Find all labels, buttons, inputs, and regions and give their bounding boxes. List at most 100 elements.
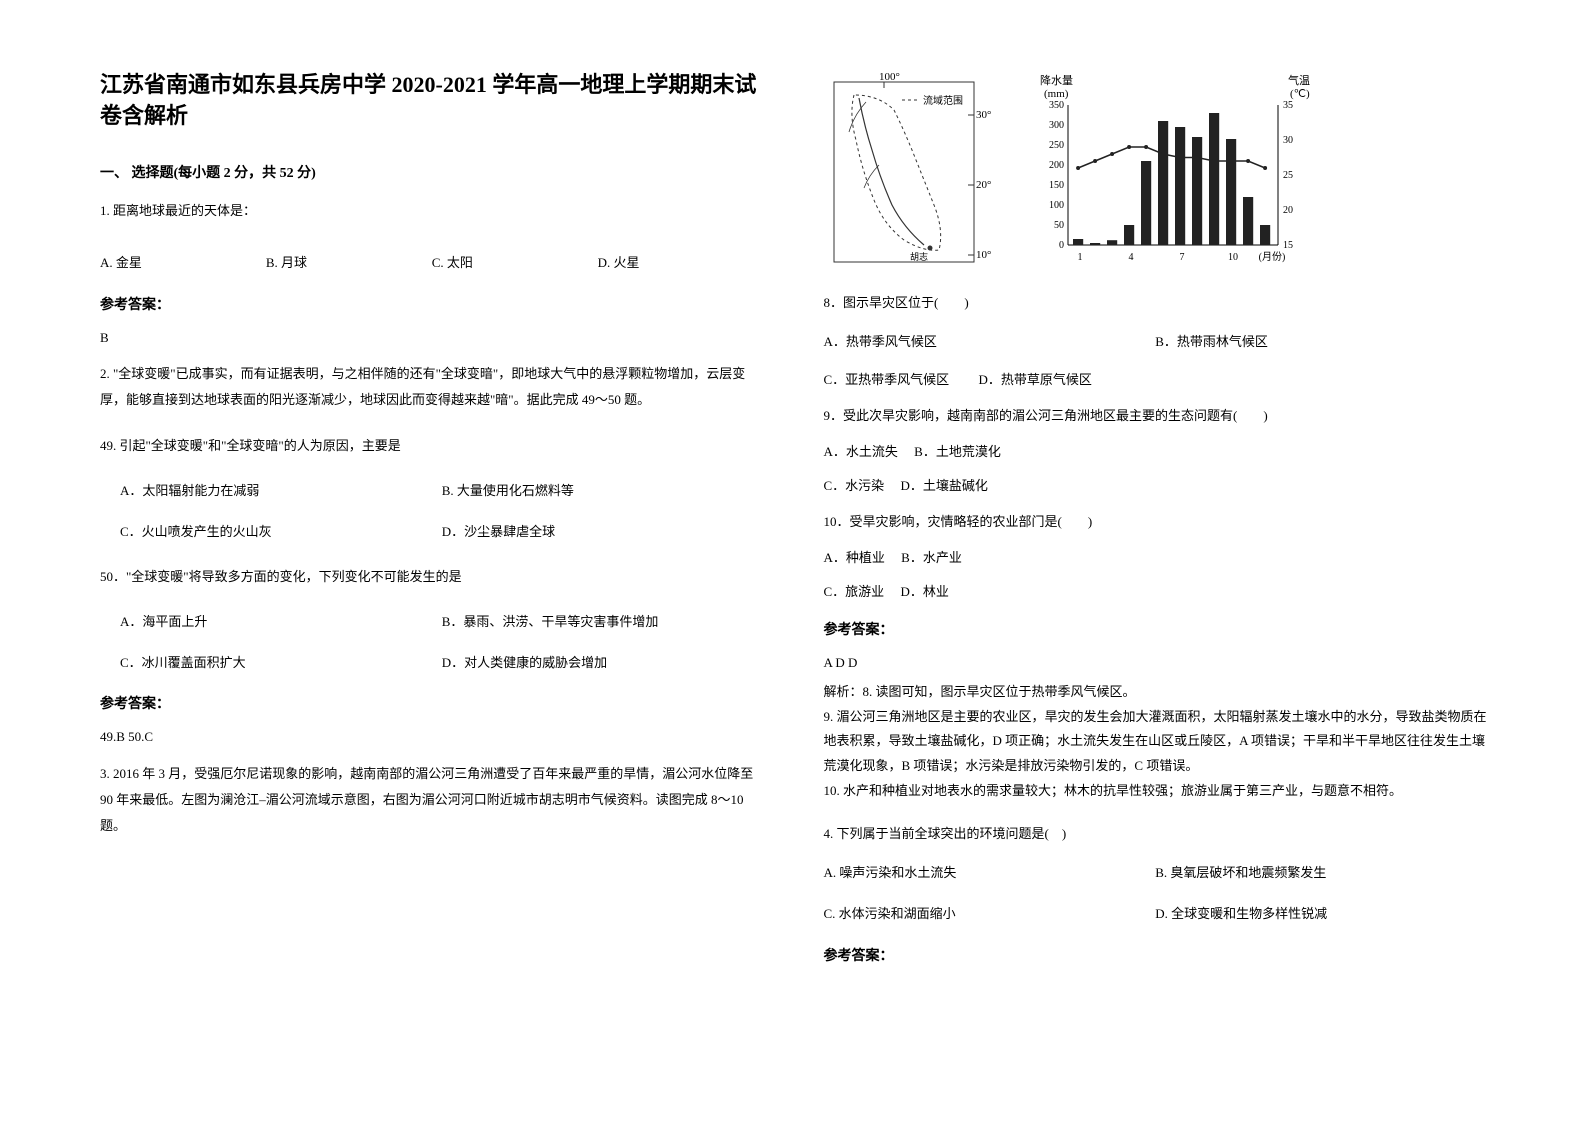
- q10-ab: A．种植业 B．水产业: [824, 545, 1488, 571]
- svg-text:100: 100: [1049, 200, 1064, 211]
- q3-intro: 3. 2016 年 3 月，受强厄尔尼诺现象的影响，越南南部的湄公河三角洲遭受了…: [100, 761, 764, 839]
- svg-text:35: 35: [1283, 100, 1293, 111]
- svg-text:350: 350: [1049, 100, 1064, 111]
- svg-text:(℃): (℃): [1290, 88, 1310, 100]
- temp-line: [1078, 147, 1265, 168]
- precip-label: 降水量: [1040, 73, 1073, 87]
- q50-c: C．冰川覆盖面积扩大: [120, 649, 442, 678]
- q49-stem: 49. 引起"全球变暖"和"全球变暗"的人为原因，主要是: [100, 433, 764, 459]
- q9-c: C．水污染: [824, 478, 885, 493]
- q4-a: A. 噪声污染和水土流失: [824, 859, 1156, 888]
- q49-opts-cd: C．火山喷发产生的火山灰 D．沙尘暴肆虐全球: [100, 518, 764, 547]
- q9-cd: C．水污染 D．土壤盐碱化: [824, 473, 1488, 499]
- x-ticks: 1 4 7 10 (月份): [1077, 251, 1285, 263]
- q9-a: A．水土流失: [824, 444, 898, 459]
- q50-opts-cd: C．冰川覆盖面积扩大 D．对人类健康的威胁会增加: [100, 649, 764, 678]
- map-lat20: 20°: [976, 179, 991, 191]
- basin-outline: [851, 95, 940, 250]
- climate-chart: 降水量 (mm) 气温 (℃) 50 100 150 200 250 300 3…: [1018, 70, 1328, 270]
- svg-text:300: 300: [1049, 120, 1064, 131]
- map-lat10: 10°: [976, 249, 991, 261]
- q9-ab: A．水土流失 B．土地荒漠化: [824, 439, 1488, 465]
- map-figure: 100° 30° 20° 10° 流域范围 胡志 胡志明市: [824, 70, 994, 270]
- city-dot: [927, 246, 932, 251]
- q4-cd: C. 水体污染和湖面缩小 D. 全球变暖和生物多样性锐减: [824, 900, 1488, 929]
- q10-b: B．水产业: [901, 550, 962, 565]
- q3-answer-label: 参考答案：: [824, 619, 1488, 639]
- precip-bars: [1073, 113, 1270, 245]
- q4-stem: 4. 下列属于当前全球突出的环境问题是( ): [824, 821, 1488, 847]
- q10-d: D．林业: [900, 584, 948, 599]
- temp-label: 气温: [1288, 73, 1310, 87]
- q9-d: D．土壤盐碱化: [900, 478, 987, 493]
- section-heading: 一、 选择题(每小题 2 分，共 52 分): [100, 162, 764, 182]
- svg-text:15: 15: [1283, 240, 1293, 251]
- q50-d: D．对人类健康的威胁会增加: [442, 649, 764, 678]
- q8-ab: A．热带季风气候区 B．热带雨林气候区: [824, 328, 1488, 357]
- q50-stem: 50．"全球变暖"将导致多方面的变化，下列变化不可能发生的是: [100, 564, 764, 590]
- q9-b: B．土地荒漠化: [914, 444, 1001, 459]
- basin-legend: 流域范围: [923, 94, 963, 107]
- q2-answer-label: 参考答案：: [100, 693, 764, 713]
- svg-text:250: 250: [1049, 140, 1064, 151]
- q1-opt-a: A. 金星: [100, 250, 266, 276]
- q4-b: B. 臭氧层破坏和地震频繁发生: [1155, 859, 1487, 888]
- q8-b: B．热带雨林气候区: [1155, 328, 1487, 357]
- svg-text:7: 7: [1179, 252, 1184, 263]
- q1-answer-label: 参考答案：: [100, 294, 764, 314]
- q49-opts-ab: A．太阳辐射能力在减弱 B. 大量使用化石燃料等: [100, 477, 764, 506]
- q49-b: B. 大量使用化石燃料等: [442, 477, 764, 506]
- q2-intro: 2. "全球变暖"已成事实，而有证据表明，与之相伴随的还有"全球变暗"，即地球大…: [100, 361, 764, 413]
- q8-cd: C．亚热带季风气候区 D．热带草原气候区: [824, 367, 1488, 393]
- q1-opt-b: B. 月球: [266, 250, 432, 276]
- exam-title: 江苏省南通市如东县兵房中学 2020-2021 学年高一地理上学期期末试卷含解析: [100, 70, 764, 132]
- svg-text:(mm): (mm): [1044, 88, 1069, 100]
- svg-text:0: 0: [1059, 240, 1064, 251]
- map-lat30: 30°: [976, 109, 991, 121]
- svg-text:30: 30: [1283, 135, 1293, 146]
- svg-text:25: 25: [1283, 170, 1293, 181]
- q10-stem: 10．受旱灾影响，灾情略轻的农业部门是( ): [824, 509, 1488, 535]
- figure-block: 100° 30° 20° 10° 流域范围 胡志 胡志明市 降水量 (m: [824, 70, 1488, 270]
- q1-opt-c: C. 太阳: [432, 250, 598, 276]
- q8-a: A．热带季风气候区: [824, 328, 1156, 357]
- q4-ab: A. 噪声污染和水土流失 B. 臭氧层破坏和地震频繁发生: [824, 859, 1488, 888]
- svg-text:150: 150: [1049, 180, 1064, 191]
- q4-d: D. 全球变暖和生物多样性锐减: [1155, 900, 1487, 929]
- q10-c: C．旅游业: [824, 584, 885, 599]
- city-label: 胡志: [910, 251, 928, 262]
- q49-d: D．沙尘暴肆虐全球: [442, 518, 764, 547]
- svg-text:20: 20: [1283, 205, 1293, 216]
- left-column: 江苏省南通市如东县兵房中学 2020-2021 学年高一地理上学期期末试卷含解析…: [100, 70, 764, 1052]
- q50-a: A．海平面上升: [120, 608, 442, 637]
- q3-answer: A D D: [824, 651, 1488, 674]
- svg-text:1: 1: [1077, 252, 1082, 263]
- q8-stem: 8．图示旱灾区位于( ): [824, 290, 1488, 316]
- q9-stem: 9．受此次旱灾影响，越南南部的湄公河三角洲地区最主要的生态问题有( ): [824, 403, 1488, 429]
- q49-c: C．火山喷发产生的火山灰: [120, 518, 442, 547]
- q1-options: A. 金星 B. 月球 C. 太阳 D. 火星: [100, 250, 764, 276]
- q49-a: A．太阳辐射能力在减弱: [120, 477, 442, 506]
- svg-text:50: 50: [1054, 220, 1064, 231]
- q10-a: A．种植业: [824, 550, 885, 565]
- left-ticks: 50 100 150 200 250 300 350 0: [1049, 100, 1064, 251]
- q1-stem: 1. 距离地球最近的天体是：: [100, 198, 764, 224]
- svg-text:200: 200: [1049, 160, 1064, 171]
- q2-answer: 49.B 50.C: [100, 725, 764, 748]
- right-ticks: 15 20 25 30 35: [1283, 100, 1293, 251]
- river-line: [859, 98, 924, 245]
- q50-b: B．暴雨、洪涝、干旱等灾害事件增加: [442, 608, 764, 637]
- q1-opt-d: D. 火星: [598, 250, 764, 276]
- q8-c: C．亚热带季风气候区: [824, 372, 950, 387]
- q8-d: D．热带草原气候区: [978, 372, 1091, 387]
- right-column: 100° 30° 20° 10° 流域范围 胡志 胡志明市 降水量 (m: [824, 70, 1488, 1052]
- q4-c: C. 水体污染和湖面缩小: [824, 900, 1156, 929]
- svg-text:10: 10: [1228, 252, 1238, 263]
- map-lon: 100°: [879, 71, 900, 83]
- x-axis-label: (月份): [1258, 251, 1285, 263]
- q1-answer: B: [100, 326, 764, 349]
- q10-cd: C．旅游业 D．林业: [824, 579, 1488, 605]
- q50-opts-ab: A．海平面上升 B．暴雨、洪涝、干旱等灾害事件增加: [100, 608, 764, 637]
- q4-answer-label: 参考答案：: [824, 945, 1488, 965]
- svg-text:4: 4: [1128, 252, 1133, 263]
